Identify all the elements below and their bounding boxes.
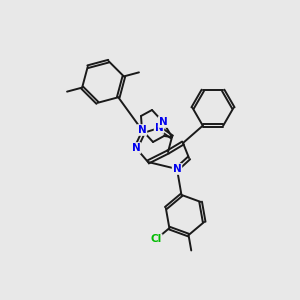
Text: N: N xyxy=(132,143,140,153)
Text: N: N xyxy=(154,123,164,133)
Text: N: N xyxy=(138,125,146,135)
Text: Cl: Cl xyxy=(150,234,162,244)
Text: N: N xyxy=(172,164,182,174)
Text: N: N xyxy=(159,117,167,127)
